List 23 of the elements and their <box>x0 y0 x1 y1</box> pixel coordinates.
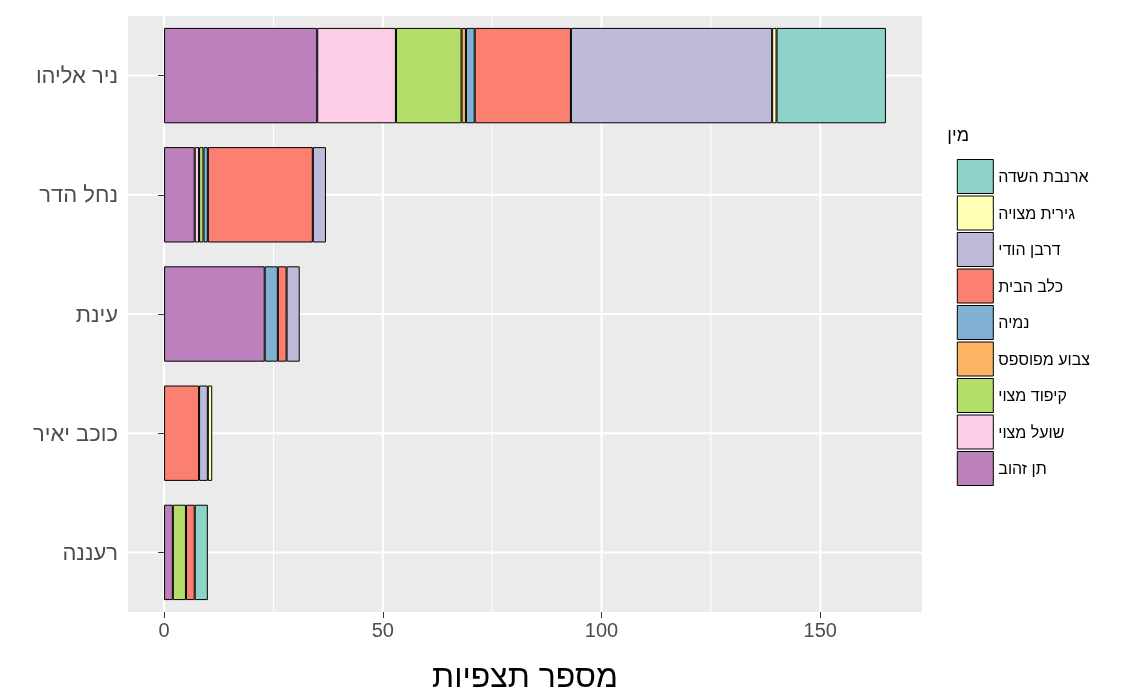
y-tick-label: ניר אליהו <box>35 63 118 89</box>
bar <box>199 147 204 243</box>
y-tick-label: נחל הדר <box>39 182 118 208</box>
x-axis-title: מספר תצפיות <box>432 658 618 689</box>
x-tick-label: 150 <box>803 619 837 641</box>
legend-label: צבוע מפוספס <box>998 350 1091 368</box>
bar <box>164 147 195 243</box>
x-tick-label: 50 <box>371 619 394 641</box>
y-tick-label: עינת <box>75 301 118 327</box>
legend-label: נמיה <box>998 314 1030 331</box>
legend-label: גירית מצויה <box>998 204 1076 222</box>
legend-label: כלב הבית <box>998 277 1064 295</box>
y-tick-label: כוכב יאיר <box>32 420 118 446</box>
legend-label: תן זהוב <box>998 460 1047 477</box>
y-tick-label: רעננה <box>62 539 118 565</box>
legend-label: דרבן הודי <box>998 241 1061 258</box>
legend-label: ארנבת השדה <box>998 168 1089 185</box>
x-tick-label: 100 <box>584 619 619 641</box>
legend-title: מין <box>947 125 969 145</box>
bar <box>776 27 886 124</box>
legend-label: קיפוד מצוי <box>998 387 1067 404</box>
legend-label: שועל מצוי <box>998 423 1065 441</box>
x-tick-label: 0 <box>158 619 170 641</box>
